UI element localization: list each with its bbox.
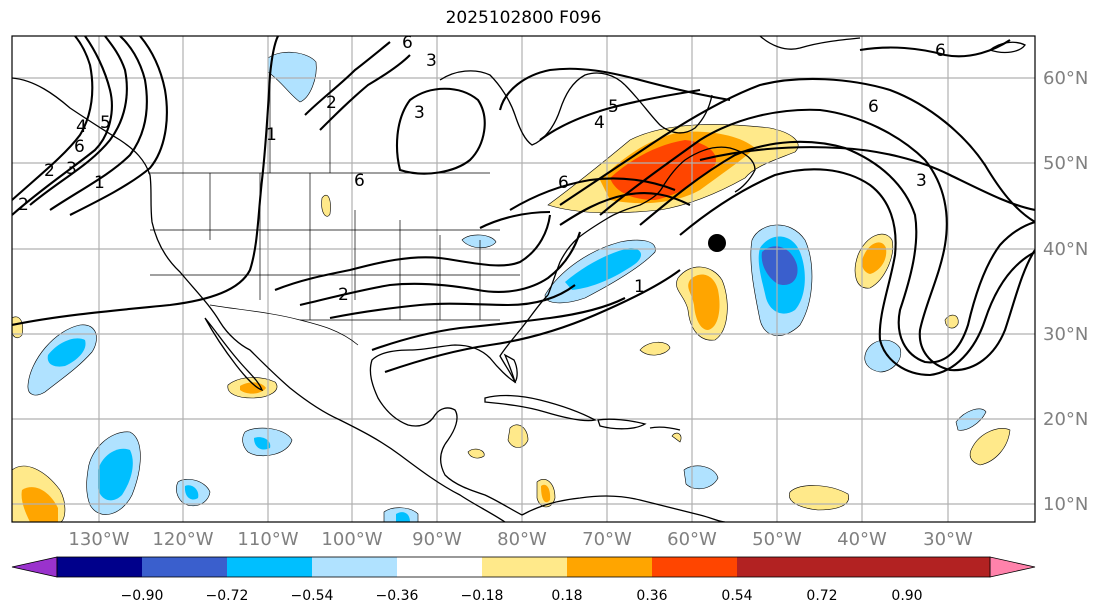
lon-label: 100°W	[321, 529, 382, 550]
colorbar-tick-label: 0.36	[636, 588, 667, 604]
lon-label: 120°W	[152, 529, 213, 550]
colorbar-segment	[57, 557, 142, 577]
svg-text:3: 3	[414, 103, 425, 123]
longitude-labels: 130°W 120°W 110°W 100°W 90°W 80°W 70°W 6…	[68, 529, 973, 550]
svg-text:6: 6	[74, 137, 85, 157]
colorbar-ticks: −0.90 −0.72 −0.54 −0.36 −0.18 0.18 0.36 …	[121, 588, 923, 604]
colorbar-tick-label: 0.90	[891, 588, 922, 604]
colorbar-tick-label: 0.18	[551, 588, 582, 604]
svg-text:4: 4	[594, 113, 605, 133]
colorbar-tick-label: 0.72	[806, 588, 837, 604]
colorbar-segment	[907, 557, 990, 577]
svg-text:6: 6	[354, 171, 365, 191]
colorbar-tick-label: −0.18	[461, 588, 504, 604]
colorbar-segment	[227, 557, 312, 577]
lon-label: 60°W	[667, 529, 717, 550]
colorbar-tick-label: −0.54	[291, 588, 334, 604]
lon-label: 30°W	[923, 529, 973, 550]
lat-label: 50°N	[1043, 153, 1088, 174]
contours	[12, 36, 1035, 377]
colorbar-tick-label: −0.90	[121, 588, 164, 604]
lon-label: 80°W	[497, 529, 547, 550]
svg-text:6: 6	[402, 33, 413, 53]
lon-label: 90°W	[412, 529, 462, 550]
colorbar-extend-high	[989, 556, 1036, 578]
colorbar-segment	[482, 557, 567, 577]
svg-text:1: 1	[634, 277, 645, 297]
location-marker	[708, 234, 726, 252]
lat-label: 30°N	[1043, 324, 1088, 345]
colorbar-segment	[142, 557, 227, 577]
colorbar-segment	[652, 557, 737, 577]
svg-text:6: 6	[935, 41, 946, 61]
svg-text:3: 3	[916, 171, 927, 191]
lon-label: 40°W	[837, 529, 887, 550]
colorbar-extend-low	[11, 556, 58, 578]
lat-label: 40°N	[1043, 239, 1088, 260]
colorbar-segment	[312, 557, 397, 577]
lon-label: 130°W	[68, 529, 129, 550]
map-title: 2025102800 F096	[445, 8, 602, 28]
colorbar-tick-label: −0.36	[376, 588, 419, 604]
svg-text:3: 3	[426, 51, 437, 71]
colorbar-tick-label: −0.72	[206, 588, 249, 604]
svg-text:2: 2	[18, 195, 29, 215]
lat-label: 10°N	[1043, 494, 1088, 515]
colorbar-segment	[737, 557, 822, 577]
svg-text:6: 6	[868, 97, 879, 117]
map-background	[12, 36, 1035, 522]
svg-text:1: 1	[266, 125, 277, 145]
coastlines	[12, 36, 1026, 522]
colorbar-segment	[822, 557, 907, 577]
svg-text:5: 5	[100, 113, 111, 133]
lat-label: 20°N	[1043, 409, 1088, 430]
anomaly-shading	[12, 40, 1011, 522]
colorbar: −0.90 −0.72 −0.54 −0.36 −0.18 0.18 0.36 …	[11, 556, 1036, 604]
latitude-labels: 60°N 50°N 40°N 30°N 20°N 10°N	[1043, 68, 1088, 515]
svg-text:5: 5	[608, 97, 619, 117]
colorbar-segment	[397, 557, 482, 577]
svg-text:3: 3	[66, 159, 77, 179]
svg-text:2: 2	[326, 93, 337, 113]
lon-label: 70°W	[582, 529, 632, 550]
svg-text:2: 2	[338, 285, 349, 305]
colorbar-tick-label: 0.54	[721, 588, 752, 604]
lon-label: 50°W	[752, 529, 802, 550]
map-border	[11, 35, 1036, 523]
svg-text:1: 1	[94, 173, 105, 193]
graticule	[12, 36, 1035, 522]
lat-label: 60°N	[1043, 68, 1088, 89]
svg-text:6: 6	[558, 173, 569, 193]
colorbar-segment	[567, 557, 652, 577]
lon-label: 110°W	[237, 529, 298, 550]
contour-labels: 6 2 3 4 5 6 3 1 2 3 6 4 5 6 3 1 2 6 1 2 …	[18, 33, 946, 305]
svg-text:4: 4	[76, 117, 87, 137]
svg-text:2: 2	[44, 161, 55, 181]
